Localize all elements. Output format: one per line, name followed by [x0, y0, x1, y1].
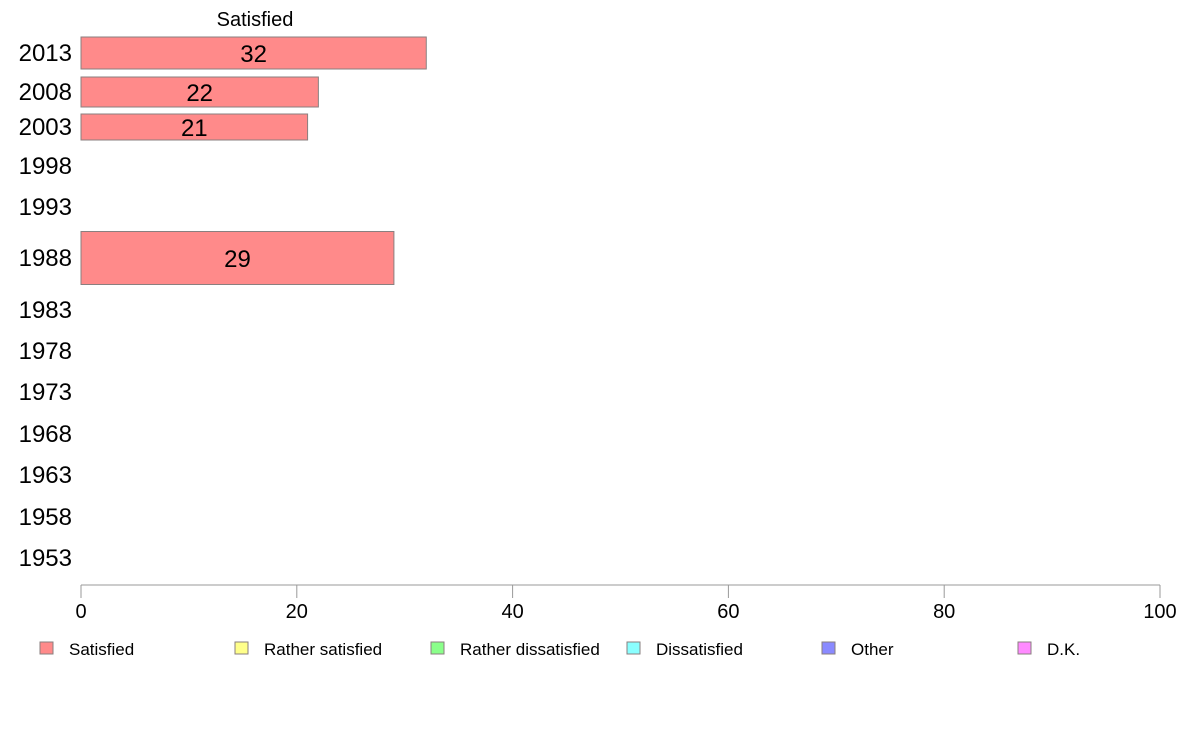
legend-swatch-5 [1017, 641, 1032, 655]
year-label-1968: 1968 [19, 421, 72, 448]
year-label-1983: 1983 [19, 297, 72, 324]
year-label-1998: 1998 [19, 153, 72, 180]
x-tick-label-60: 60 [717, 601, 739, 623]
x-tick-label-80: 80 [933, 601, 955, 623]
bar-2003 [80, 113, 309, 141]
legend: Satisfied Rather satisfied Rather dissatis… [39, 640, 1080, 659]
year-label-1993: 1993 [19, 194, 72, 221]
legend-swatch-4 [821, 641, 836, 655]
x-tick-label-20: 20 [286, 601, 308, 623]
legend-swatch-2 [430, 641, 445, 655]
x-tick-label-40: 40 [501, 601, 523, 623]
legend-swatch-3 [626, 641, 641, 655]
year-label-1978: 1978 [19, 338, 72, 365]
legend-label-4: Other [851, 640, 894, 659]
bar-1988 [80, 231, 395, 285]
bars-group: 32 22 21 29 [80, 36, 427, 285]
bar-value-label-1988: 29 [224, 246, 251, 273]
year-label-1958: 1958 [19, 504, 72, 531]
bar-value-label-2013: 32 [240, 41, 267, 68]
x-axis: 0 20 40 60 80 100 [75, 584, 1177, 623]
year-label-1963: 1963 [19, 462, 72, 489]
legend-label-0: Satisfied [69, 640, 134, 659]
year-label-1953: 1953 [19, 545, 72, 572]
year-label-1988: 1988 [19, 245, 72, 272]
legend-swatch-0 [39, 641, 54, 655]
bar-2008 [80, 76, 319, 108]
year-label-2008: 2008 [19, 79, 72, 106]
series-header: Satisfied [217, 9, 294, 31]
bar-2013 [80, 36, 427, 70]
bar-value-label-2003: 21 [181, 115, 208, 142]
legend-label-2: Rather dissatisfied [460, 640, 600, 659]
x-tick-label-0: 0 [75, 601, 86, 623]
year-label-1973: 1973 [19, 379, 72, 406]
legend-label-1: Rather satisfied [264, 640, 382, 659]
bar-value-label-2008: 22 [186, 80, 213, 107]
legend-label-5: D.K. [1047, 640, 1080, 659]
x-tick-label-100: 100 [1143, 601, 1176, 623]
year-labels-group: 2013 2008 2003 1998 1993 1988 1983 1978 1973 1968… [19, 40, 72, 572]
year-label-2013: 2013 [19, 40, 72, 67]
year-label-2003: 2003 [19, 114, 72, 141]
legend-label-3: Dissatisfied [656, 640, 743, 659]
legend-swatch-1 [234, 641, 249, 655]
